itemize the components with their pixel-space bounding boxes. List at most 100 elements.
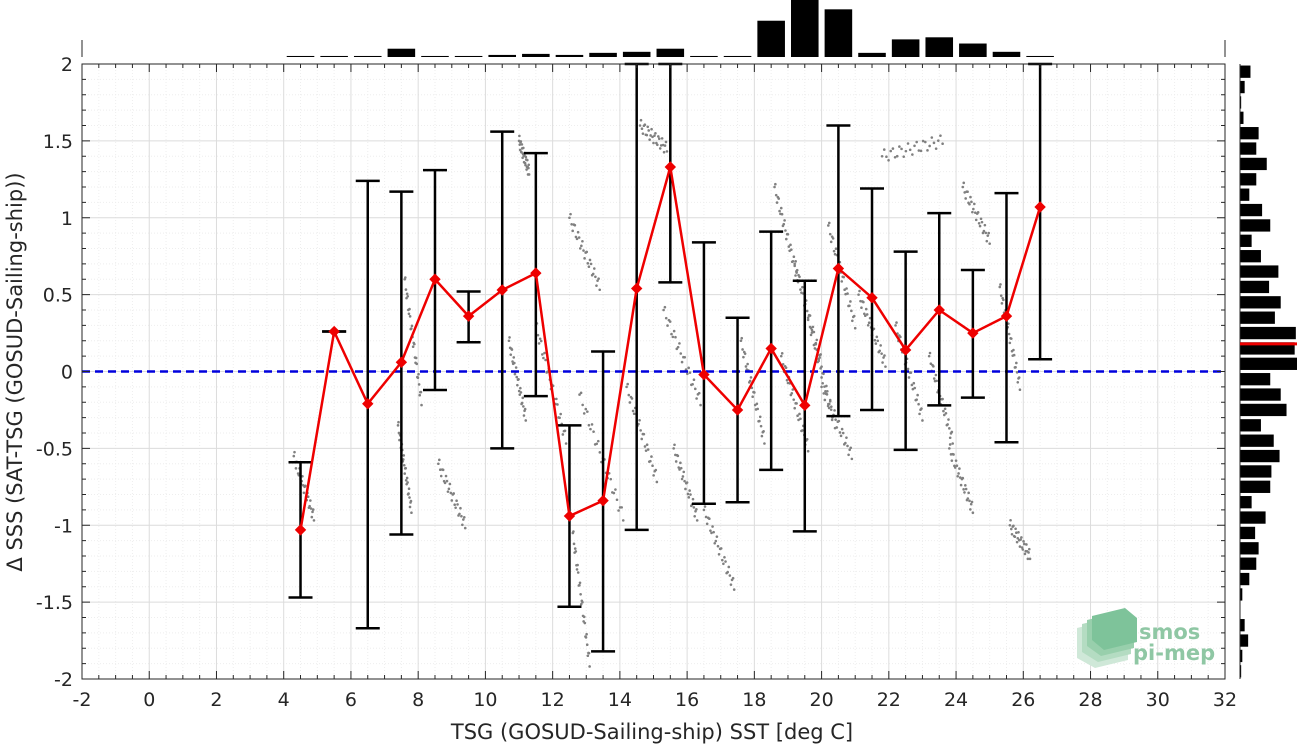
hist-x-bar <box>454 55 483 57</box>
scatter-point <box>863 312 866 316</box>
scatter-point <box>310 515 314 519</box>
scatter-point <box>509 353 513 356</box>
scatter-point <box>645 133 649 137</box>
hist-x-bar <box>790 0 819 57</box>
hist-y-bar <box>1240 157 1267 171</box>
scatter-point <box>986 234 990 237</box>
scatter-point <box>652 141 655 145</box>
scatter-point <box>415 362 419 366</box>
mean-point <box>731 404 744 416</box>
scatter-point <box>631 409 635 413</box>
scatter-point <box>556 403 559 406</box>
scatter-point <box>717 552 721 556</box>
mean-point <box>496 284 508 296</box>
scatter-point <box>408 496 411 499</box>
scatter-point <box>941 142 944 145</box>
scatter-point <box>612 491 616 495</box>
hist-y-bar <box>1240 265 1279 278</box>
scatter-point <box>910 383 914 387</box>
scatter-point <box>796 414 799 418</box>
scatter-point <box>895 154 899 158</box>
scatter-point <box>672 447 675 450</box>
scatter-point <box>621 519 625 522</box>
scatter-point <box>670 332 673 336</box>
scatter-point <box>450 499 454 502</box>
scatter-point <box>808 325 812 329</box>
scatter-point <box>522 146 525 150</box>
mean-point <box>530 267 542 279</box>
scatter-point <box>445 479 449 483</box>
scatter-point <box>934 147 938 150</box>
hist-y-bar <box>1240 403 1287 417</box>
scatter-point <box>829 240 833 244</box>
scatter-point <box>805 309 809 313</box>
scatter-point <box>921 419 924 422</box>
scatter-point <box>594 275 597 279</box>
x-tick-label: 32 <box>1213 689 1237 711</box>
scatter-point <box>1015 361 1018 365</box>
scatter-point <box>1015 371 1019 374</box>
x-tick-label: 10 <box>473 689 497 711</box>
scatter-point <box>806 316 810 319</box>
scatter-point <box>578 581 582 585</box>
scatter-point <box>397 420 400 424</box>
scatter-point <box>894 324 897 327</box>
scatter-point <box>447 487 451 491</box>
scatter-point <box>662 150 666 154</box>
scatter-point <box>970 500 974 504</box>
scatter-point <box>561 433 565 436</box>
scatter-point <box>934 373 938 377</box>
scatter-point <box>1010 532 1014 536</box>
scatter-point <box>585 250 589 254</box>
scatter-point <box>646 448 650 451</box>
histogram-y <box>1239 64 1297 679</box>
scatter-point <box>825 384 828 388</box>
hist-y-bar <box>1240 496 1252 509</box>
scatter-point <box>402 463 406 467</box>
scatter-point <box>513 372 517 376</box>
scatter-point <box>518 148 522 152</box>
scatter-point <box>705 522 709 526</box>
scatter-point <box>786 233 790 236</box>
scatter-point <box>710 531 713 535</box>
scatter-point <box>755 402 759 406</box>
scatter-point <box>850 309 853 313</box>
scatter-point <box>687 496 691 499</box>
scatter-point <box>958 467 961 470</box>
scatter-point <box>407 487 411 491</box>
scatter-point <box>795 271 798 274</box>
scatter-point <box>999 294 1003 297</box>
scatter-point <box>915 140 918 144</box>
scatter-point <box>674 335 677 339</box>
hist-y-bar <box>1240 449 1280 463</box>
hist-x-bar <box>656 48 685 57</box>
scatter-point <box>756 407 760 411</box>
scatter-point <box>658 147 662 150</box>
hist-y-bar <box>1240 127 1259 140</box>
scatter-point <box>572 530 575 533</box>
scatter-point <box>586 654 590 658</box>
scatter-point <box>857 293 860 296</box>
scatter-point <box>578 583 581 587</box>
scatter-point <box>1027 551 1030 554</box>
hist-y-bar <box>1240 665 1242 678</box>
scatter-point <box>666 324 669 327</box>
scatter-point <box>860 306 863 310</box>
scatter-point <box>591 272 595 276</box>
scatter-point <box>839 434 843 438</box>
scatter-point <box>644 449 648 452</box>
scatter-point <box>512 356 516 359</box>
scatter-point <box>686 492 690 496</box>
y-tick-label: -1 <box>54 515 73 537</box>
scatter-point <box>649 134 652 137</box>
mean-point <box>765 342 777 355</box>
scatter-point <box>520 143 524 146</box>
scatter-point <box>687 366 690 370</box>
scatter-point <box>968 202 971 206</box>
scatter-point <box>517 389 521 393</box>
scatter-point <box>913 386 917 390</box>
scatter-point <box>537 342 541 345</box>
hist-y-bar <box>1240 619 1245 632</box>
scatter-point <box>615 498 619 502</box>
scatter-point <box>595 284 598 287</box>
